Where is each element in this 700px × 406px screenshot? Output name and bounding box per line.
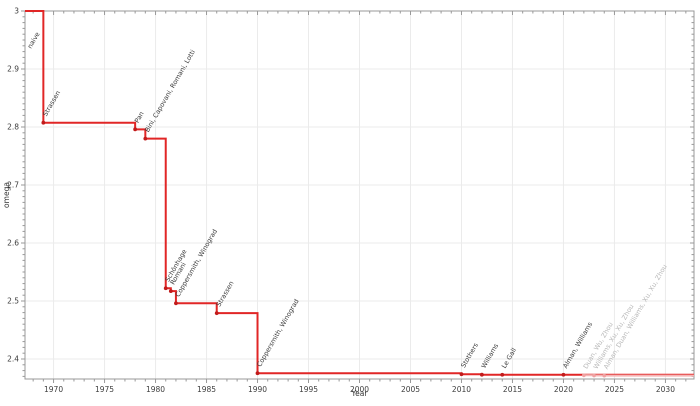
y-tick-label: 2.5 — [7, 297, 19, 306]
data-point-marker — [164, 286, 168, 290]
data-point-marker — [562, 373, 566, 377]
x-tick-label: 1990 — [248, 385, 267, 394]
x-tick-label: 1975 — [95, 385, 114, 394]
x-tick-label: 1970 — [44, 385, 63, 394]
data-point-marker — [143, 137, 147, 141]
data-point-marker — [592, 374, 596, 378]
x-tick-label: 1995 — [299, 385, 318, 394]
x-tick-label: 2005 — [401, 385, 420, 394]
y-tick-label: 2.4 — [7, 355, 19, 364]
data-point-marker — [133, 127, 137, 131]
x-tick-label: 2010 — [452, 385, 471, 394]
x-tick-label: 1985 — [197, 385, 216, 394]
data-point-marker — [215, 311, 219, 315]
x-tick-label: 1980 — [146, 385, 165, 394]
y-tick-label: 3 — [14, 7, 19, 16]
y-tick-label: 2.9 — [7, 65, 19, 74]
y-axis-label: omega — [2, 182, 11, 208]
y-tick-label: 2.6 — [7, 239, 19, 248]
data-point-marker — [582, 373, 586, 377]
data-point-marker — [500, 373, 504, 377]
data-point-marker — [602, 374, 606, 378]
x-tick-label: 2025 — [605, 385, 624, 394]
data-point-marker — [169, 289, 173, 293]
data-point-marker — [480, 373, 484, 377]
data-point-marker — [256, 371, 260, 375]
data-point-marker — [41, 121, 45, 125]
x-tick-label: 2015 — [503, 385, 522, 394]
y-tick-label: 2.8 — [7, 123, 19, 132]
data-point-marker — [174, 301, 178, 305]
x-tick-label: 2030 — [656, 385, 675, 394]
x-axis-label: Year — [351, 389, 369, 398]
data-point-marker — [460, 372, 464, 376]
x-tick-label: 2020 — [554, 385, 573, 394]
